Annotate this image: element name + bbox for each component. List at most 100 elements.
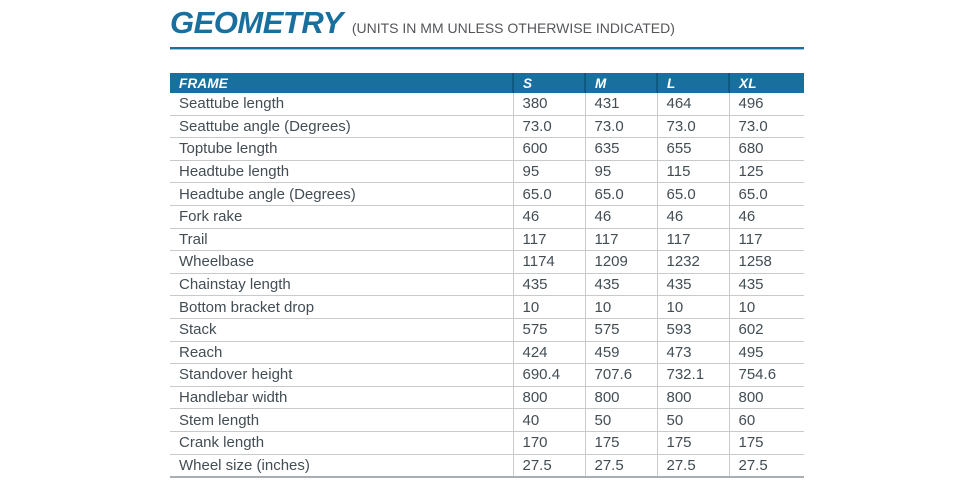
value-cell: 175 bbox=[728, 431, 804, 455]
table-row: Headtube length 95 95 115 125 bbox=[170, 160, 804, 184]
row-label: Chainstay length bbox=[170, 273, 513, 297]
table-head: FRAME S M L XL bbox=[170, 73, 804, 93]
value-cell: 496 bbox=[728, 93, 804, 116]
value-cell: 1209 bbox=[584, 250, 657, 274]
value-cell: 65.0 bbox=[584, 182, 657, 206]
value-cell: 1232 bbox=[656, 250, 729, 274]
table-row: Reach 424 459 473 495 bbox=[170, 341, 804, 365]
value-cell: 117 bbox=[656, 228, 729, 252]
table-row: Toptube length 600 635 655 680 bbox=[170, 137, 804, 161]
table-row: Chainstay length 435 435 435 435 bbox=[170, 273, 804, 297]
value-cell: 27.5 bbox=[656, 454, 729, 479]
value-cell: 435 bbox=[728, 273, 804, 297]
value-cell: 27.5 bbox=[728, 454, 804, 479]
value-cell: 707.6 bbox=[584, 363, 657, 387]
value-cell: 10 bbox=[512, 295, 585, 319]
value-cell: 73.0 bbox=[512, 115, 585, 139]
value-cell: 593 bbox=[656, 318, 729, 342]
value-cell: 495 bbox=[728, 341, 804, 365]
value-cell: 800 bbox=[584, 386, 657, 410]
value-cell: 46 bbox=[728, 205, 804, 229]
value-cell: 424 bbox=[512, 341, 585, 365]
row-label: Fork rake bbox=[170, 205, 513, 229]
value-cell: 1174 bbox=[512, 250, 585, 274]
row-label: Toptube length bbox=[170, 137, 513, 161]
value-cell: 800 bbox=[728, 386, 804, 410]
value-cell: 600 bbox=[512, 137, 585, 161]
value-cell: 435 bbox=[584, 273, 657, 297]
table-row: Stem length 40 50 50 60 bbox=[170, 408, 804, 432]
value-cell: 459 bbox=[584, 341, 657, 365]
table-row: Handlebar width 800 800 800 800 bbox=[170, 386, 804, 410]
row-label: Seattube length bbox=[170, 93, 513, 116]
column-header-xl: XL bbox=[728, 73, 804, 93]
value-cell: 635 bbox=[584, 137, 657, 161]
table-row: Seattube length 380 431 464 496 bbox=[170, 93, 804, 116]
value-cell: 380 bbox=[512, 93, 585, 116]
row-label: Wheelbase bbox=[170, 250, 513, 274]
value-cell: 435 bbox=[512, 273, 585, 297]
column-header-m: M bbox=[584, 73, 657, 93]
value-cell: 125 bbox=[728, 160, 804, 184]
section-header: GEOMETRY (UNITS IN MM UNLESS OTHERWISE I… bbox=[170, 0, 804, 38]
table-row: Wheelbase 1174 1209 1232 1258 bbox=[170, 250, 804, 274]
value-cell: 10 bbox=[584, 295, 657, 319]
row-label: Stem length bbox=[170, 408, 513, 432]
table-body: Seattube length 380 431 464 496 Seattube angl… bbox=[170, 93, 804, 479]
table-header-row: FRAME S M L XL bbox=[170, 73, 804, 93]
row-label: Reach bbox=[170, 341, 513, 365]
value-cell: 431 bbox=[584, 93, 657, 116]
value-cell: 800 bbox=[656, 386, 729, 410]
value-cell: 117 bbox=[512, 228, 585, 252]
table-row: Fork rake 46 46 46 46 bbox=[170, 205, 804, 229]
value-cell: 575 bbox=[584, 318, 657, 342]
value-cell: 65.0 bbox=[512, 182, 585, 206]
value-cell: 464 bbox=[656, 93, 729, 116]
table-row: Trail 117 117 117 117 bbox=[170, 228, 804, 252]
value-cell: 10 bbox=[656, 295, 729, 319]
geometry-section: GEOMETRY (UNITS IN MM UNLESS OTHERWISE I… bbox=[170, 0, 804, 479]
value-cell: 170 bbox=[512, 431, 585, 455]
page-title: GEOMETRY bbox=[170, 5, 343, 40]
value-cell: 732.1 bbox=[656, 363, 729, 387]
value-cell: 10 bbox=[728, 295, 804, 319]
value-cell: 65.0 bbox=[728, 182, 804, 206]
value-cell: 27.5 bbox=[584, 454, 657, 479]
value-cell: 46 bbox=[512, 205, 585, 229]
value-cell: 95 bbox=[512, 160, 585, 184]
table-row: Wheel size (inches) 27.5 27.5 27.5 27.5 bbox=[170, 454, 804, 479]
value-cell: 754.6 bbox=[728, 363, 804, 387]
row-label: Headtube angle (Degrees) bbox=[170, 182, 513, 206]
table-row: Bottom bracket drop 10 10 10 10 bbox=[170, 295, 804, 319]
table-row: Seattube angle (Degrees) 73.0 73.0 73.0 73.0 bbox=[170, 115, 804, 139]
page-subtitle: (UNITS IN MM UNLESS OTHERWISE INDICATED) bbox=[351, 20, 675, 36]
value-cell: 50 bbox=[584, 408, 657, 432]
column-header-frame: FRAME bbox=[170, 73, 513, 93]
value-cell: 680 bbox=[728, 137, 804, 161]
value-cell: 115 bbox=[656, 160, 729, 184]
value-cell: 46 bbox=[656, 205, 729, 229]
value-cell: 73.0 bbox=[656, 115, 729, 139]
geometry-table: FRAME S M L XL Seattube length 380 431 464 496 Se… bbox=[170, 73, 804, 479]
row-label: Crank length bbox=[170, 431, 513, 455]
value-cell: 73.0 bbox=[728, 115, 804, 139]
value-cell: 40 bbox=[512, 408, 585, 432]
row-label: Handlebar width bbox=[170, 386, 513, 410]
table-row: Crank length 170 175 175 175 bbox=[170, 431, 804, 455]
table-row: Standover height 690.4 707.6 732.1 754.6 bbox=[170, 363, 804, 387]
row-label: Stack bbox=[170, 318, 513, 342]
title-divider bbox=[170, 47, 804, 50]
row-label: Trail bbox=[170, 228, 513, 252]
value-cell: 1258 bbox=[728, 250, 804, 274]
value-cell: 800 bbox=[512, 386, 585, 410]
value-cell: 690.4 bbox=[512, 363, 585, 387]
value-cell: 575 bbox=[512, 318, 585, 342]
value-cell: 655 bbox=[656, 137, 729, 161]
value-cell: 117 bbox=[584, 228, 657, 252]
row-label: Headtube length bbox=[170, 160, 513, 184]
value-cell: 175 bbox=[656, 431, 729, 455]
value-cell: 73.0 bbox=[584, 115, 657, 139]
value-cell: 27.5 bbox=[512, 454, 585, 479]
value-cell: 95 bbox=[584, 160, 657, 184]
column-header-l: L bbox=[656, 73, 729, 93]
